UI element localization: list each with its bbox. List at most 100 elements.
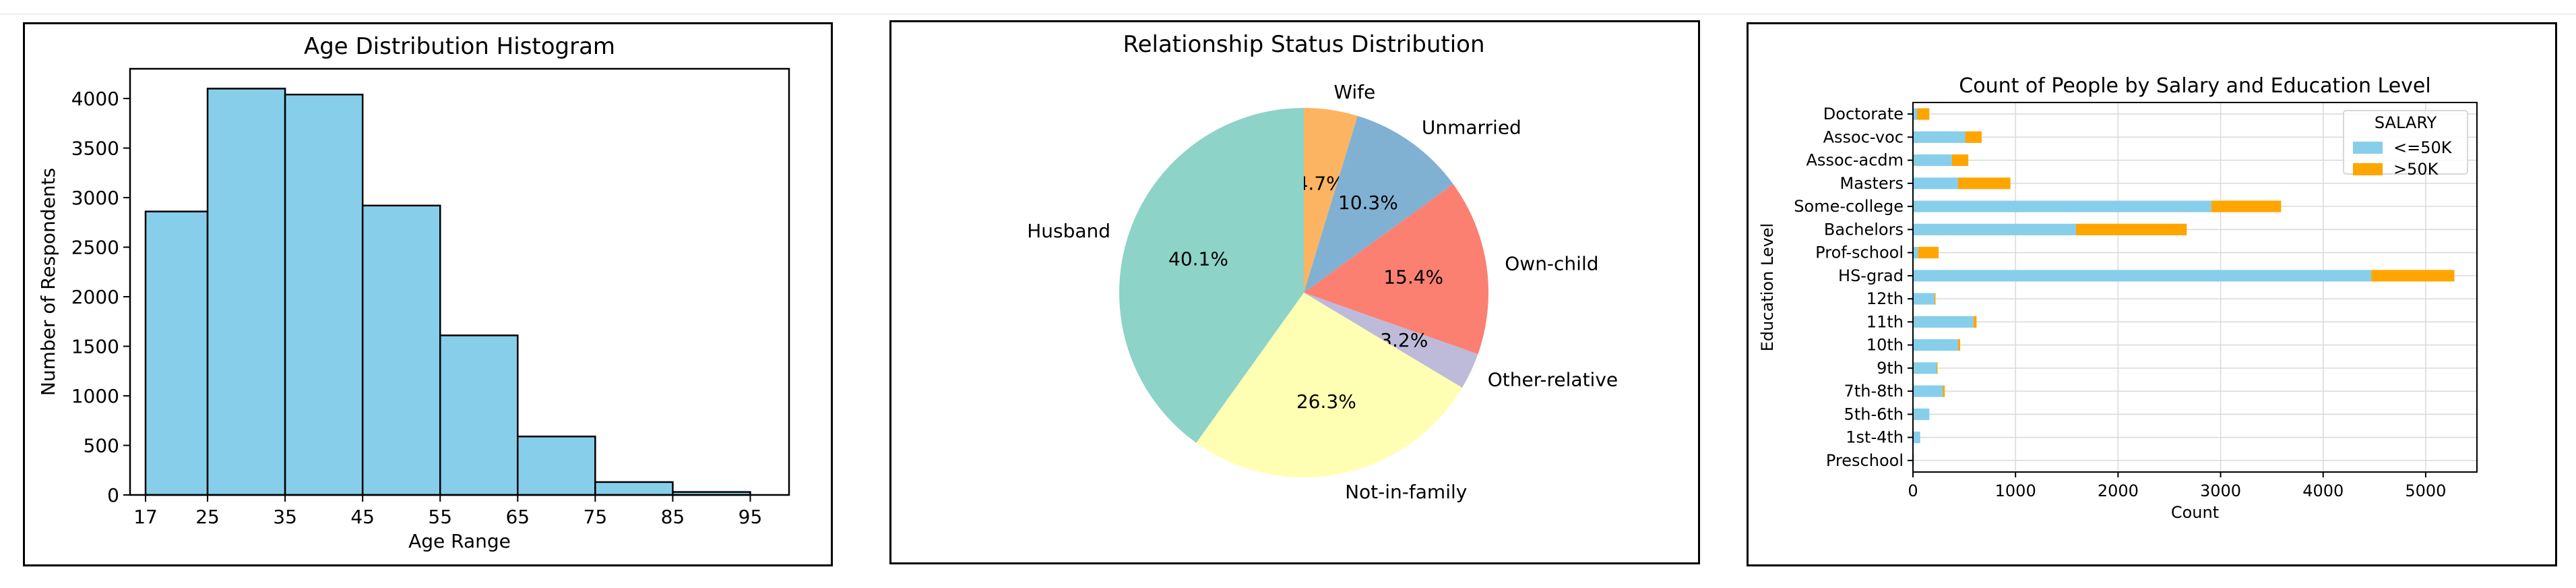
chart-title: Relationship Status Distribution xyxy=(1123,31,1484,58)
y-tick-label: 2000 xyxy=(71,286,119,308)
y-tick-label: 4000 xyxy=(71,88,119,110)
x-tick-label: 75 xyxy=(584,506,608,528)
pie-slice xyxy=(1304,183,1488,355)
legend-label: >50K xyxy=(2393,160,2439,179)
y-tick-label: Preschool xyxy=(1826,451,1904,470)
x-tick-label: 2000 xyxy=(2098,481,2139,500)
bar-segment xyxy=(1913,177,1958,189)
bar-segment xyxy=(1965,131,1982,143)
bar-segment xyxy=(1913,362,1937,374)
pie-category-label: Not-in-family xyxy=(1345,481,1467,503)
y-tick-label: HS-grad xyxy=(1838,266,1904,285)
bar-segment xyxy=(1918,247,1939,259)
y-tick-label: 3000 xyxy=(71,187,119,209)
bar-segment xyxy=(1917,108,1930,120)
relationship-pie-chart: Relationship Status Distribution4.7%Wife… xyxy=(1027,31,1618,503)
bar-segment xyxy=(2075,223,2187,235)
legend-swatch xyxy=(2353,142,2383,154)
pie-slice xyxy=(1304,115,1453,293)
bar-segment xyxy=(1913,223,2076,235)
histogram-bar xyxy=(206,88,286,496)
y-tick-label: Some-college xyxy=(1794,197,1904,216)
y-tick-label: 1500 xyxy=(71,336,119,358)
bar-segment xyxy=(1957,177,2011,189)
y-tick-label: 10th xyxy=(1866,336,1904,355)
x-tick-label: 55 xyxy=(428,506,452,528)
pie-category-label: Own-child xyxy=(1505,253,1598,275)
y-tick-label: Assoc-voc xyxy=(1823,127,1904,146)
pie-slice xyxy=(1119,108,1304,443)
x-tick-label: 3000 xyxy=(2200,481,2241,500)
bar-segment xyxy=(1943,385,1945,397)
histogram-bar xyxy=(361,204,441,496)
x-tick-label: 0 xyxy=(1908,481,1918,500)
bar-segment xyxy=(1913,154,1952,167)
x-tick-label: 85 xyxy=(661,506,685,528)
age-histogram-chart: Age Distribution Histogram 0 500 1000 1500 20… xyxy=(37,33,790,552)
bar-segment xyxy=(1937,362,1938,374)
x-tick-label: 45 xyxy=(350,506,375,528)
y-axis-label: Number of Respondents xyxy=(37,168,59,396)
y-tick-label: 12th xyxy=(1866,289,1904,308)
y-tick-label: 2500 xyxy=(71,237,119,259)
histogram-bar xyxy=(517,436,596,496)
x-tick-label: 17 xyxy=(133,506,158,528)
y-tick-label: 7th-8th xyxy=(1844,382,1904,401)
y-tick-label: Masters xyxy=(1840,174,1904,193)
y-tick-label: Bachelors xyxy=(1824,220,1904,239)
pie-category-label: Unmarried xyxy=(1422,117,1521,139)
x-tick-label: 4000 xyxy=(2302,481,2344,500)
y-tick-label: 9th xyxy=(1877,359,1904,378)
y-tick-label: 0 xyxy=(107,484,119,506)
y-tick-label: Doctorate xyxy=(1823,105,1904,123)
x-tick-label: 95 xyxy=(739,506,763,528)
chart-title: Count of People by Salary and Education … xyxy=(1959,74,2430,98)
relationship-pie-panel: Relationship Status Distribution 4.7% Wife… xyxy=(889,20,1700,564)
education-salary-chart: Count of People by Salary and Education … xyxy=(1758,74,2478,522)
bar-segment xyxy=(1913,385,1943,397)
pie-slice xyxy=(1304,108,1358,293)
bar-segment xyxy=(1913,108,1918,120)
bar-segment xyxy=(1951,154,1969,167)
pie-slice xyxy=(1196,293,1462,477)
x-axis-label: Count xyxy=(2171,503,2219,522)
x-tick-label: 65 xyxy=(505,506,530,528)
legend-swatch xyxy=(2353,163,2383,175)
x-tick-label: 1000 xyxy=(1995,481,2036,500)
bar-segment xyxy=(1913,200,2211,212)
legend-box xyxy=(2343,110,2468,175)
y-tick-label: 500 xyxy=(84,435,119,457)
y-tick-label: 11th xyxy=(1866,312,1904,331)
bar-segment xyxy=(1913,131,1966,143)
chart-title: Age Distribution Histogram xyxy=(304,33,615,60)
bar-segment xyxy=(1934,293,1936,305)
bar-segment xyxy=(1913,408,1930,420)
histogram-bar xyxy=(594,481,674,496)
bar-segment xyxy=(1973,316,1977,328)
top-divider xyxy=(0,13,2576,15)
pie-category-label: Husband xyxy=(1027,220,1110,242)
education-salary-panel: Count of People by Salary and Education … xyxy=(1747,22,2557,566)
bar-segment xyxy=(1957,339,1961,351)
pie-category-label: Wife xyxy=(1333,81,1375,103)
pie-percent-label: 15.4% xyxy=(1383,266,1443,288)
y-tick-label: 1st-4th xyxy=(1846,428,1904,447)
bar-segment xyxy=(1913,432,1920,444)
y-tick-label: Assoc-acdm xyxy=(1807,151,1904,170)
pie-slice xyxy=(1304,293,1478,388)
x-tick-label: 35 xyxy=(273,506,297,528)
y-tick-label: 5th-6th xyxy=(1844,405,1904,423)
x-tick-label: 5000 xyxy=(2405,481,2446,500)
bar-segment xyxy=(1913,339,1958,351)
y-tick-label: 1000 xyxy=(71,385,119,407)
bar-segment xyxy=(1913,270,2372,282)
plot-frame xyxy=(129,67,790,496)
histogram-bar xyxy=(439,334,519,496)
bar-segment xyxy=(1913,316,1974,328)
histogram-bar xyxy=(144,210,209,496)
age-histogram-panel: Age Distribution Histogram 0 500 1000 1500 20… xyxy=(23,22,833,566)
bar-segment xyxy=(2371,270,2455,282)
plot-frame xyxy=(1912,102,2478,473)
pie-category-label: Other-relative xyxy=(1488,368,1618,390)
pie-percent-label: 10.3% xyxy=(1338,192,1398,214)
